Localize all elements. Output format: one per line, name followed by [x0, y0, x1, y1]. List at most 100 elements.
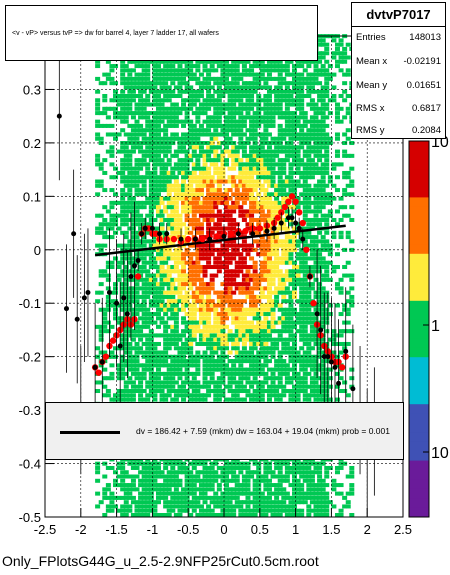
heatmap-cell [302, 196, 308, 201]
heatmap-cell [170, 217, 176, 222]
heatmap-cell [141, 282, 147, 287]
heatmap-cell [134, 132, 140, 137]
heatmap-cell [145, 478, 151, 483]
heatmap-cell [227, 500, 233, 505]
heatmap-cell [274, 303, 280, 308]
heatmap-cell [281, 128, 287, 133]
heatmap-cell [173, 320, 179, 325]
heatmap-cell [141, 376, 147, 381]
heatmap-cell [270, 290, 276, 295]
heatmap-cell [206, 354, 212, 359]
heatmap-cell [152, 175, 158, 180]
heatmap-cell [95, 179, 101, 184]
heatmap-cell [220, 389, 226, 394]
heatmap-cell [130, 294, 136, 299]
heatmap-cell [130, 166, 136, 171]
heatmap-cell [198, 252, 204, 257]
heatmap-cell [256, 153, 262, 158]
heatmap-cell [145, 141, 151, 146]
heatmap-cell [234, 64, 240, 69]
heatmap-cell [241, 286, 247, 291]
heatmap-cell [181, 89, 187, 94]
heatmap-cell [224, 508, 229, 513]
heatmap-cell [299, 98, 305, 103]
heatmap-cell [263, 363, 269, 368]
heatmap-cell [184, 359, 190, 364]
heatmap-cell [216, 76, 222, 81]
heatmap-cell [98, 329, 104, 334]
heatmap-cell [270, 170, 276, 175]
heatmap-cell [173, 205, 179, 210]
heatmap-cell [163, 269, 169, 274]
heatmap-cell [120, 209, 126, 214]
heatmap-cell [241, 307, 247, 312]
heatmap-cell [284, 290, 290, 295]
heatmap-cell [166, 277, 172, 282]
heatmap-cell [224, 513, 229, 517]
heatmap-cell [141, 333, 147, 338]
heatmap-cell [138, 483, 144, 488]
heatmap-cell [238, 470, 244, 475]
heatmap-cell [284, 277, 290, 282]
heatmap-cell [184, 59, 190, 64]
heatmap-cell [127, 359, 133, 364]
heatmap-cell [152, 474, 158, 479]
heatmap-cell [281, 76, 287, 81]
heatmap-cell [241, 239, 247, 244]
heatmap-cell [155, 213, 161, 218]
heatmap-cell [163, 260, 169, 265]
heatmap-cell [170, 59, 176, 64]
heatmap-cell [195, 64, 201, 69]
heatmap-cell [241, 265, 247, 270]
heatmap-cell [184, 282, 190, 287]
heatmap-cell [259, 337, 265, 342]
heatmap-cell [284, 119, 290, 124]
heatmap-cell [234, 341, 240, 346]
heatmap-cell [263, 478, 269, 483]
heatmap-cell [270, 179, 276, 184]
heatmap-cell [213, 98, 219, 103]
heatmap-cell [159, 384, 165, 389]
heatmap-cell [152, 341, 158, 346]
heatmap-cell [181, 252, 187, 257]
heatmap-cell [113, 192, 119, 197]
heatmap-cell [263, 200, 269, 205]
heatmap-cell [170, 256, 176, 261]
heatmap-cell [295, 136, 301, 141]
heatmap-cell [159, 162, 165, 167]
heatmap-cell [206, 513, 212, 517]
heatmap-cell [256, 205, 262, 210]
heatmap-cell [274, 320, 280, 325]
heatmap-cell [159, 119, 165, 124]
heatmap-cell [141, 192, 147, 197]
heatmap-cell [270, 393, 276, 398]
heatmap-cell [195, 256, 201, 261]
heatmap-cell [292, 111, 298, 116]
heatmap-cell [206, 483, 212, 488]
heatmap-cell [227, 119, 233, 124]
heatmap-cell [292, 192, 298, 197]
heatmap-cell [292, 226, 298, 231]
heatmap-cell [206, 265, 212, 270]
heatmap-cell [195, 513, 201, 517]
heatmap-cell [148, 243, 154, 248]
heatmap-cell [198, 209, 204, 214]
heatmap-cell [152, 158, 158, 163]
heatmap-cell [163, 376, 169, 381]
heatmap-cell [216, 59, 222, 64]
heatmap-cell [277, 282, 283, 287]
heatmap-cell [249, 149, 255, 154]
heatmap-cell [302, 59, 308, 64]
heatmap-cell [241, 465, 247, 470]
heatmap-cell [209, 359, 215, 364]
heatmap-cell [181, 200, 187, 205]
heatmap-cell [145, 294, 151, 299]
heatmap-cell [249, 170, 255, 175]
heatmap-cell [238, 72, 244, 77]
heatmap-cell [292, 350, 298, 355]
heatmap-cell [266, 346, 272, 351]
heatmap-cell [227, 256, 233, 261]
heatmap-cell [127, 495, 133, 500]
heatmap-cell [306, 188, 312, 193]
heatmap-cell [123, 111, 129, 116]
